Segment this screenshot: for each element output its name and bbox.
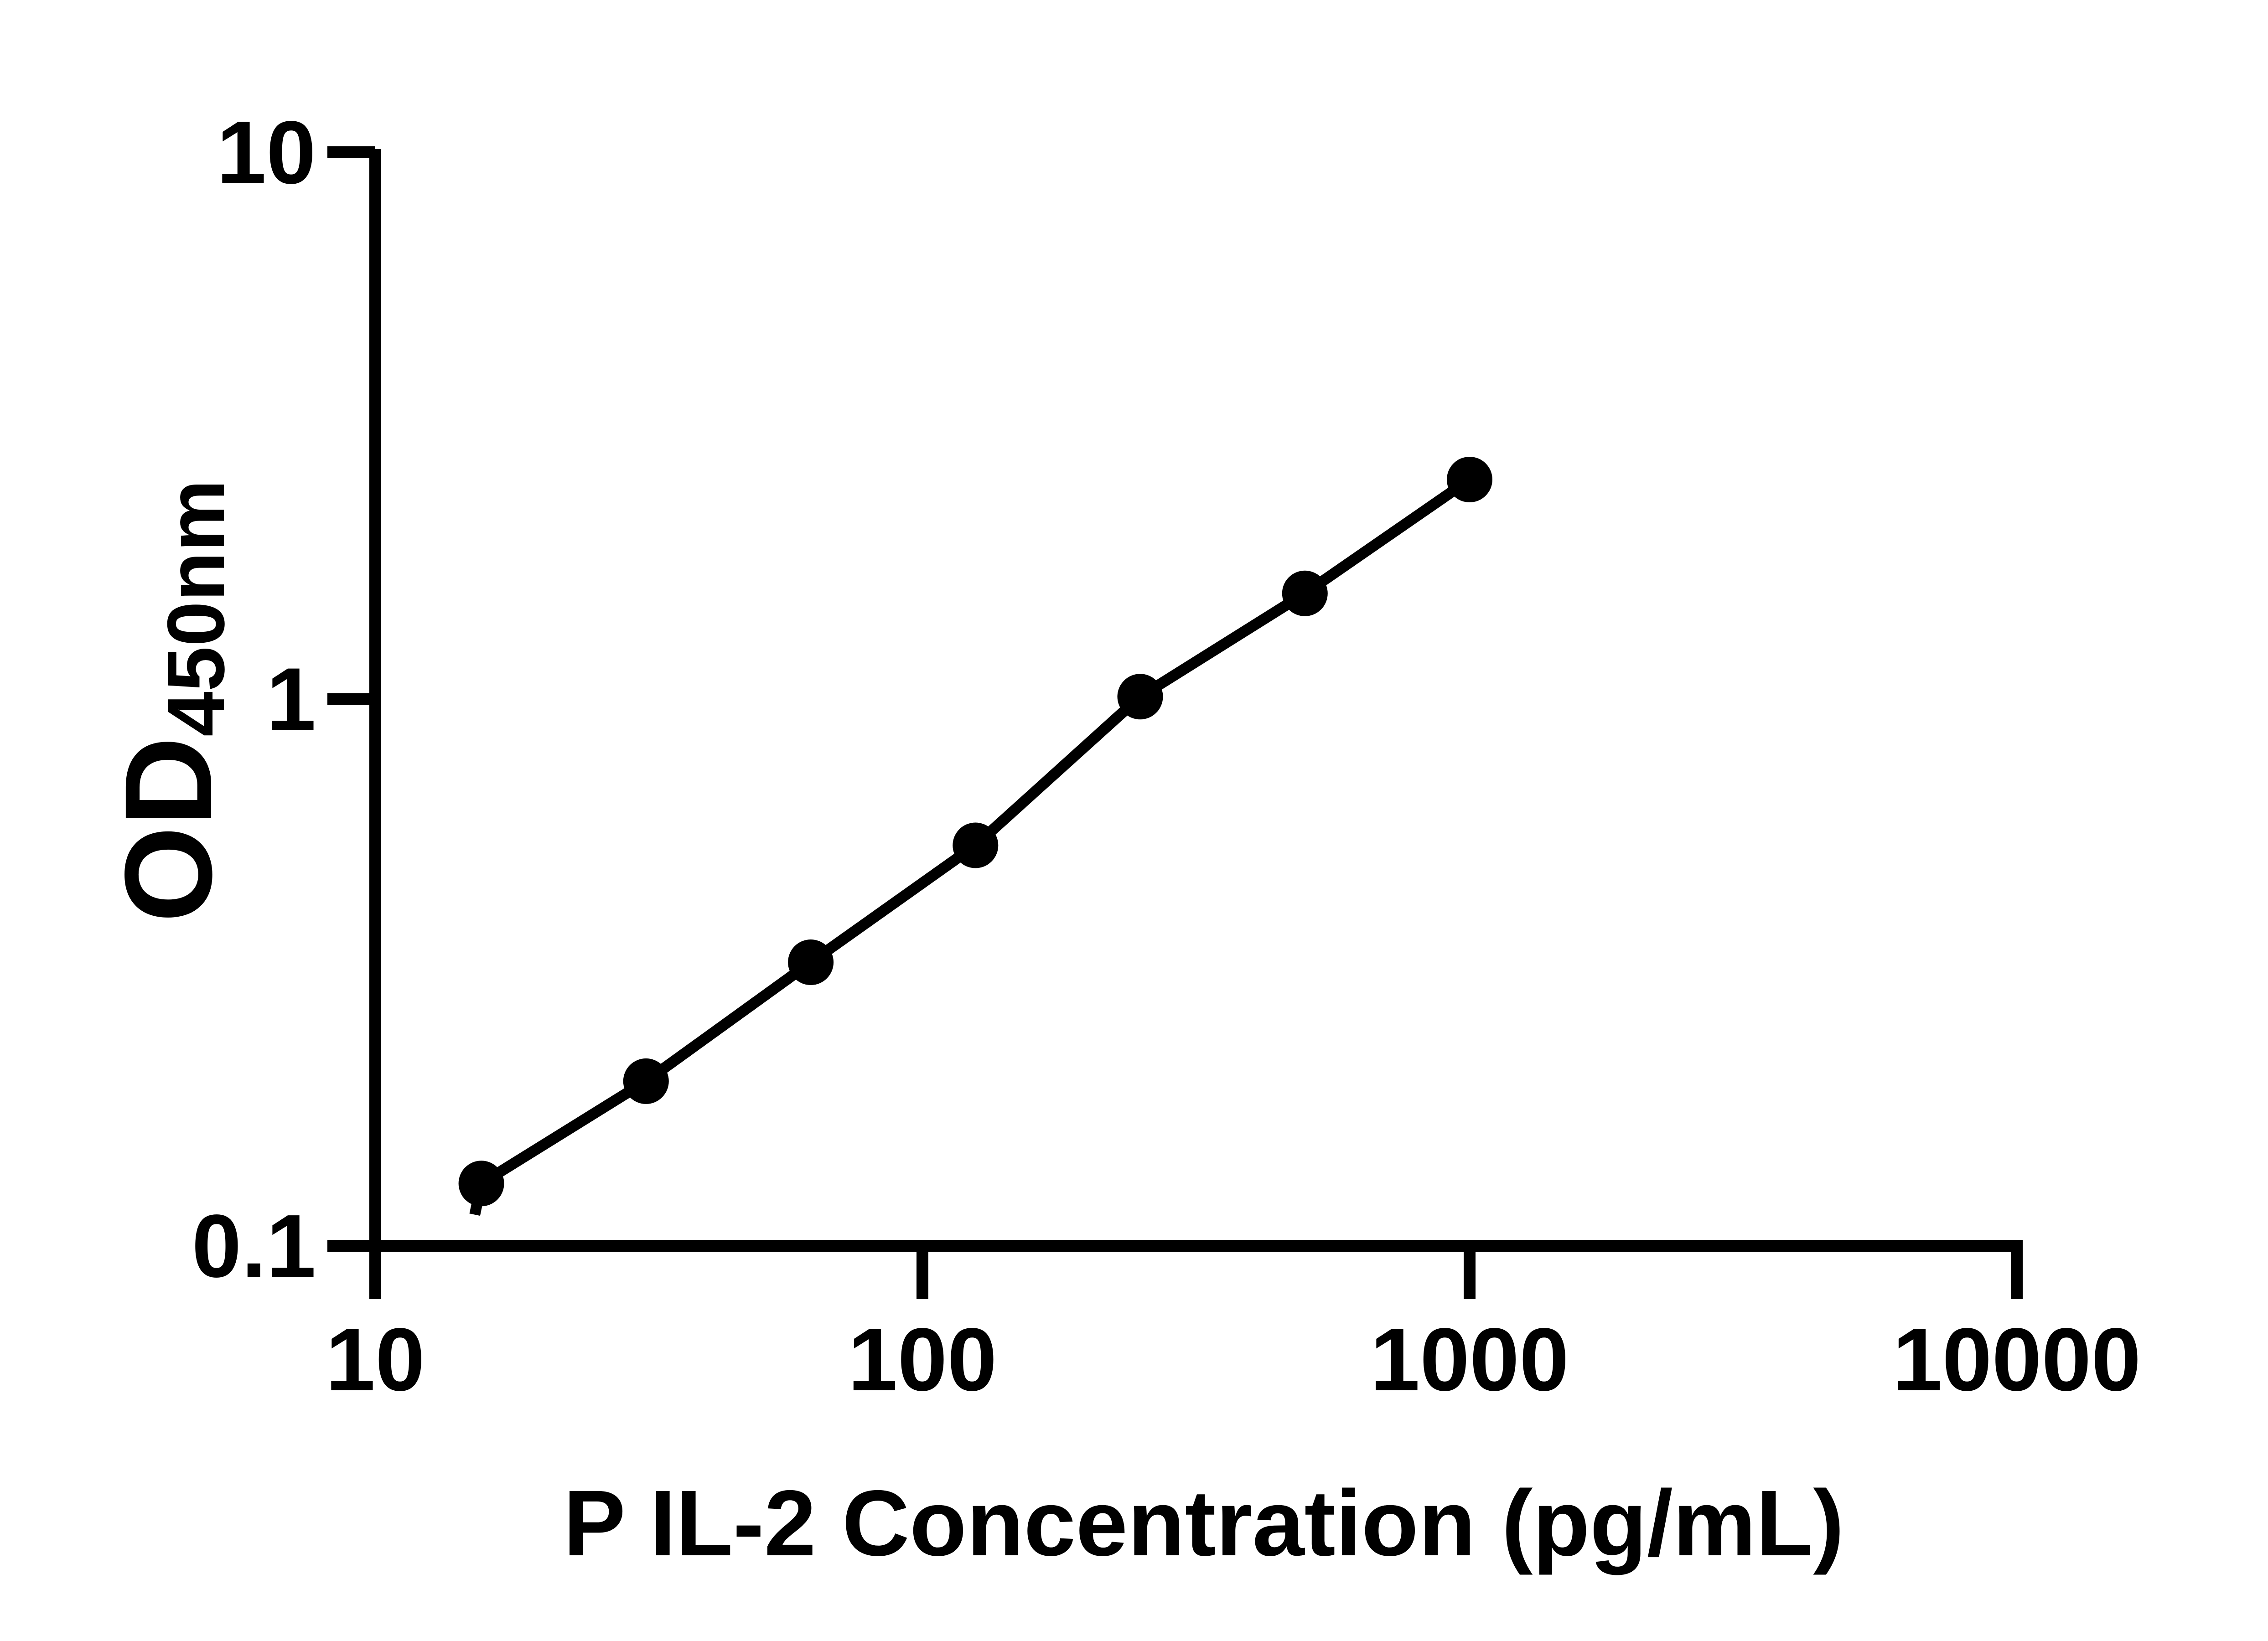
x-tick-label: 1000 (1370, 1310, 1569, 1409)
x-axis-title: P IL-2 Concentration (pg/mL) (563, 1471, 1844, 1575)
y-tick (327, 146, 375, 158)
y-tick (327, 693, 375, 705)
x-tick (1464, 1252, 1476, 1299)
x-tick-label: 10000 (1892, 1310, 2141, 1409)
data-point (458, 1161, 504, 1207)
y-tick-label: 10 (217, 103, 316, 202)
tick-labels: 0.1 1 10 10 100 1000 10000 (192, 103, 2141, 1409)
data-point (1447, 457, 1492, 502)
y-axis-title: OD450nm (99, 480, 241, 923)
data-point (623, 1058, 669, 1104)
x-tick (369, 1252, 381, 1299)
y-tick (327, 1240, 375, 1252)
fit-line (469, 475, 1473, 1216)
y-tick-label: 1 (266, 650, 316, 749)
y-axis-title-subscript: 450nm (150, 480, 241, 737)
data-point (953, 822, 999, 868)
x-tick (2011, 1252, 2023, 1299)
x-tick-label: 10 (326, 1310, 425, 1409)
data-point (1282, 570, 1328, 616)
x-axis-line (327, 1240, 2023, 1252)
y-axis-title-main: OD (99, 737, 238, 923)
data-point (1117, 674, 1163, 720)
data-point (788, 939, 834, 985)
y-tick-label: 0.1 (192, 1196, 316, 1296)
axes (327, 146, 2023, 1299)
x-tick (917, 1252, 928, 1299)
data-points (458, 457, 1492, 1207)
x-tick-label: 100 (848, 1310, 997, 1409)
